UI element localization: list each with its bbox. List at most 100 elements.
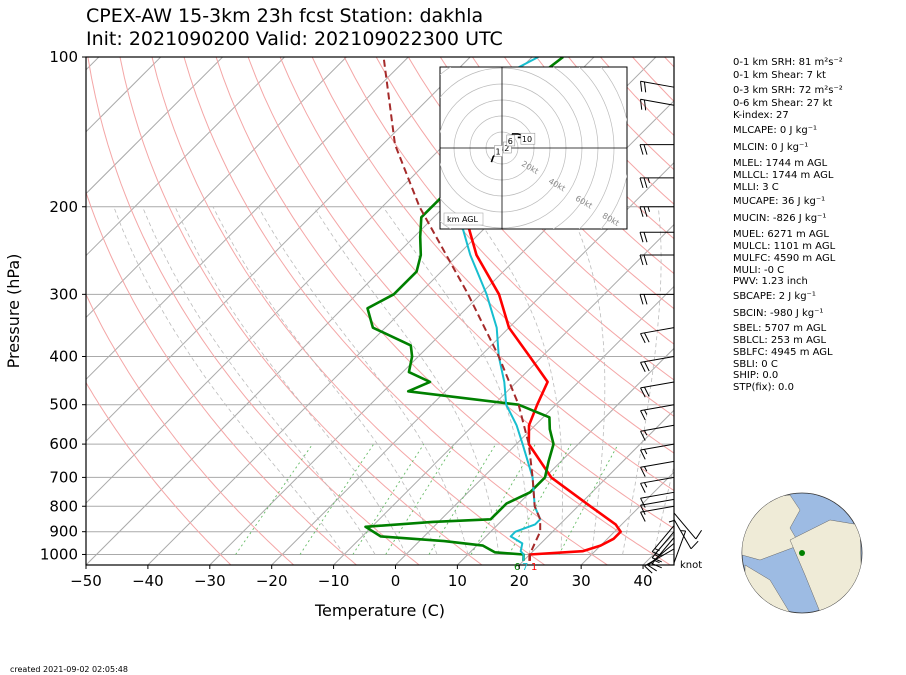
dry-adiabat-line [86, 190, 357, 565]
created-timestamp: created 2021-09-02 02:05:48 [10, 665, 128, 674]
mixing-ratio-line [428, 443, 497, 555]
wind-barb [639, 144, 674, 155]
wind-barb-flag [639, 254, 644, 266]
wind-barb-flag [640, 387, 646, 398]
y-tick-label: 100 [49, 48, 78, 66]
dry-adiabat-line [279, 57, 674, 492]
wind-barb-flag [644, 449, 648, 455]
index-sbcape: SBCAPE: 2 J kg⁻¹ [733, 291, 816, 302]
index-mlel: MLEL: 1744 m AGL [733, 158, 828, 169]
index-sbli: SBLI: 0 C [733, 359, 778, 370]
wind-barb [640, 505, 675, 522]
index-muli: MULI: -0 C [733, 265, 785, 276]
wind-barb-flag [647, 177, 650, 184]
wind-barb-staff [673, 519, 692, 550]
y-tick-label: 600 [49, 435, 78, 453]
isotherm-line [86, 57, 347, 319]
y-tick-label: 200 [49, 198, 78, 216]
isotherm-line [580, 471, 674, 565]
moist-adiabat-line [653, 463, 674, 555]
y-tick-label: 900 [49, 523, 78, 541]
index-pwv: PWV: 1.23 inch [733, 276, 808, 287]
wind-barb-flag [654, 554, 660, 558]
wind-barb-flag [639, 177, 644, 189]
wind-barb [640, 327, 675, 344]
wind-barb-flag [644, 332, 650, 343]
index-stp: STP(fix): 0.0 [733, 382, 794, 393]
x-tick-label: −30 [194, 572, 226, 590]
isotherm-line [86, 57, 285, 257]
y-tick-label: 300 [49, 285, 78, 303]
wind-barb [640, 460, 675, 477]
index-mucape: MUCAPE: 36 J kg⁻¹ [733, 196, 826, 207]
index-sblfc: SBLFC: 4945 m AGL [733, 347, 833, 358]
index-shear01: 0-1 km Shear: 7 kt [733, 70, 826, 81]
wind-barb-flag [644, 361, 650, 372]
index-sblcl: SBLCL: 253 m AGL [733, 335, 827, 346]
wind-barb [639, 177, 674, 189]
wind-barb-staff [651, 525, 675, 552]
wind-barb-flag [644, 466, 648, 472]
wind-barb-flag [647, 206, 650, 212]
x-tick-label: 0 [391, 572, 401, 590]
isotherm-line [86, 57, 162, 133]
dry-adiabat-line [343, 57, 674, 417]
plot-frame [85, 56, 675, 566]
wind-barb-staff [640, 491, 675, 499]
index-mulfc: MULFC: 4590 m AGL [733, 253, 836, 264]
index-ship: SHIP: 0.0 [733, 370, 779, 381]
x-tick-label: −10 [318, 572, 350, 590]
wind-barb [640, 381, 675, 398]
wind-barb [640, 498, 675, 515]
mixing-ratio-line [385, 443, 456, 555]
wind-barb-staff [647, 542, 675, 566]
hodograph-height-label: 6 [508, 137, 513, 146]
wind-barb [640, 476, 675, 493]
wind-barb [640, 491, 675, 508]
x-tick-label: −40 [132, 572, 164, 590]
dry-adiabat-line [119, 57, 483, 565]
wind-barb-staff [640, 476, 675, 484]
wetbulb-surface-label: 7 [522, 562, 528, 573]
wind-barb [640, 443, 675, 460]
wind-barb-flag [639, 294, 644, 305]
wind-barb-flag [643, 144, 648, 155]
isotherm-line [395, 285, 674, 565]
mixing-ratio-line [508, 443, 572, 555]
wind-barb-flag [695, 529, 703, 540]
x-tick-label: 10 [448, 572, 467, 590]
moist-adiabat-line [567, 206, 606, 555]
wind-barb-staff [640, 443, 675, 451]
y-tick-label: 700 [49, 468, 78, 486]
moist-adiabat-line [622, 206, 662, 555]
wind-barb [673, 519, 699, 550]
moist-adiabat-line [313, 206, 500, 555]
wind-barb-flag [651, 551, 662, 557]
isotherm-line [86, 57, 471, 442]
wind-barb [651, 525, 675, 557]
wind-barb-staff [640, 381, 675, 389]
wind-barb [640, 404, 675, 421]
dry-adiabat-line [87, 57, 420, 565]
hodograph-height-box [520, 132, 536, 145]
wind-barb-staff [644, 548, 675, 567]
dry-adiabat-line [471, 57, 674, 275]
axes: 6 7 1−50 −40 −30 −20 −10 0 10 20 30 401002003004005… [40, 48, 653, 590]
wind-barb [640, 356, 675, 372]
wind-barb-flag [643, 177, 648, 189]
isotherm-line [271, 161, 674, 565]
x-tick-label: 20 [510, 572, 529, 590]
wind-barb [640, 80, 675, 93]
moist-adiabat-line [382, 206, 531, 555]
x-tick-label: −50 [70, 572, 102, 590]
y-tick-label: 800 [49, 497, 78, 515]
hodograph-footer-box [443, 212, 484, 226]
wind-barb-staff [640, 356, 675, 363]
wind-barb [639, 254, 674, 266]
wind-barb-flag [644, 430, 648, 436]
wind-barb-flag [644, 409, 648, 415]
wind-barb-staff [640, 460, 675, 468]
wind-barb-flag [640, 511, 646, 522]
parcel-profile-line [382, 57, 542, 561]
wind-barb-flag [643, 254, 648, 266]
